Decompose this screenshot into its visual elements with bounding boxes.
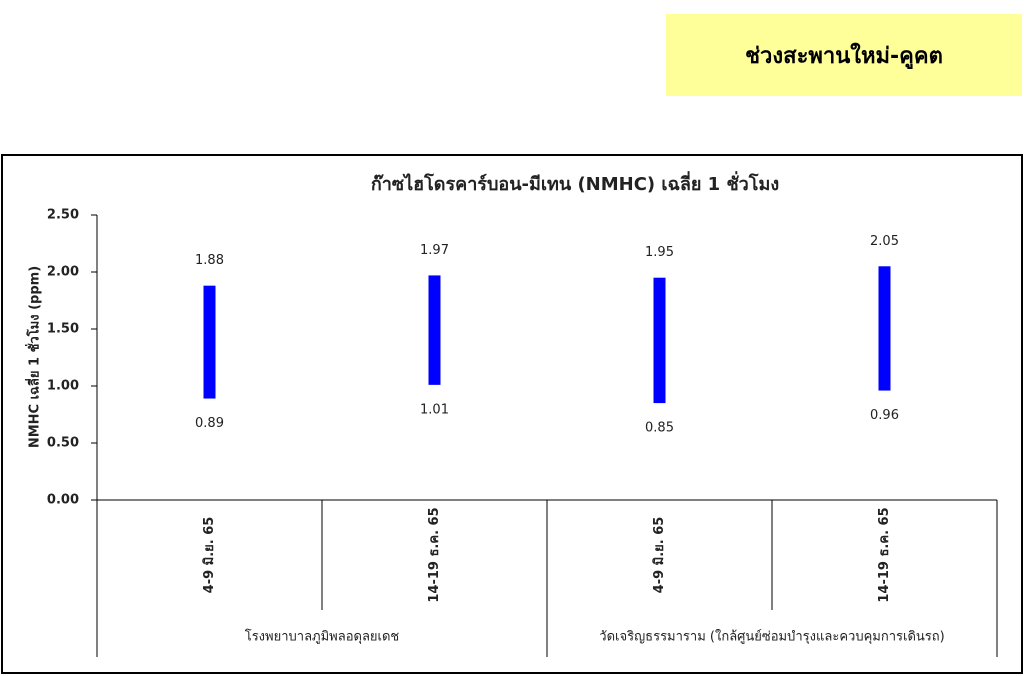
y-tick-label: 0.00	[47, 493, 79, 508]
y-tick-label: 1.50	[47, 322, 79, 337]
value-label-high: 2.05	[870, 234, 899, 249]
value-label-high: 1.95	[645, 245, 674, 260]
range-bar	[878, 266, 891, 391]
value-label-low: 0.89	[195, 416, 224, 431]
value-label-low: 0.85	[645, 421, 674, 436]
y-tick-label: 2.00	[47, 265, 79, 280]
value-label-high: 1.88	[195, 253, 224, 268]
x-tick-label: 14-19 ธ.ค. 65	[427, 507, 442, 602]
header-title: ช่วงสะพานใหม่-คูคต	[666, 14, 1022, 96]
y-axis-title: NMHC เฉลี่ย 1 ชั่วโมง (ppm)	[25, 266, 43, 448]
value-label-low: 0.96	[870, 408, 899, 423]
range-bar	[428, 275, 441, 385]
y-tick-label: 0.50	[47, 436, 79, 451]
y-tick-label: 2.50	[47, 208, 79, 223]
value-label-low: 1.01	[420, 402, 449, 417]
range-bar	[653, 277, 666, 404]
x-tick-label: 14-19 ธ.ค. 65	[877, 507, 892, 602]
x-tick-label: 4-9 มิ.ย. 65	[202, 517, 217, 594]
value-label-high: 1.97	[420, 243, 449, 258]
chart-frame	[1, 154, 1023, 674]
range-bar	[203, 285, 216, 399]
group-label: วัดเจริญธรรมาราม (ใกล้ศูนย์ซ่อมบำรุงและค…	[599, 629, 944, 645]
x-tick-label: 4-9 มิ.ย. 65	[652, 517, 667, 594]
group-label: โรงพยาบาลภูมิพลอดุลยเดช	[245, 629, 400, 645]
chart-title: ก๊าซไฮโดรคาร์บอน-มีเทน (NMHC) เฉลี่ย 1 ช…	[371, 171, 779, 195]
y-tick-label: 1.00	[47, 379, 79, 394]
